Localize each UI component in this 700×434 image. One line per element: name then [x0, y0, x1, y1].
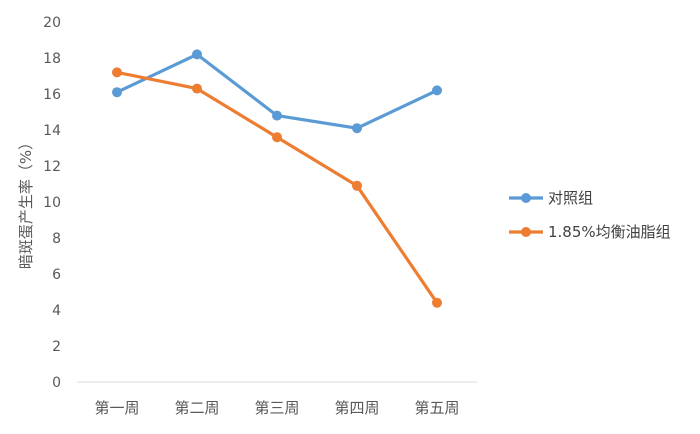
legend-label: 1.85%均衡油脂组 [548, 223, 671, 241]
x-tick-label: 第一周 [94, 399, 139, 417]
x-tick-label: 第四周 [334, 399, 379, 417]
series-line [115, 70, 439, 305]
data-point [192, 49, 202, 60]
y-tick-label: 8 [52, 231, 61, 247]
legend-swatch-marker [521, 193, 531, 203]
data-point [432, 297, 442, 308]
data-point [352, 123, 362, 134]
y-tick-label: 6 [52, 267, 61, 283]
data-point [352, 180, 362, 191]
y-tick-label: 12 [43, 159, 61, 175]
y-tick-label: 14 [43, 123, 61, 139]
data-point [112, 87, 122, 98]
y-tick-label: 10 [43, 195, 61, 211]
x-tick-label: 第三周 [254, 399, 299, 417]
series-layer [112, 49, 442, 308]
data-point [272, 132, 282, 143]
legend: 对照组 1.85%均衡油脂组 [509, 189, 671, 241]
y-tick-label: 4 [52, 303, 61, 319]
y-tick-label: 18 [43, 51, 61, 67]
series-2 [112, 67, 442, 308]
data-point [272, 110, 282, 121]
x-tick-label: 第二周 [174, 399, 219, 417]
data-point [432, 85, 442, 96]
legend-label: 对照组 [548, 189, 593, 207]
series-1 [112, 49, 442, 134]
legend-item: 对照组 [509, 189, 593, 207]
x-tick-label: 第五周 [414, 399, 459, 417]
y-axis-label: 暗斑蛋产生率（%） [17, 135, 35, 269]
data-point [192, 83, 202, 94]
y-tick-label: 2 [52, 339, 61, 355]
legend-swatch-marker [521, 227, 531, 237]
legend-item: 1.85%均衡油脂组 [509, 223, 671, 241]
data-point [112, 67, 122, 78]
y-axis-ticks: 0 2 4 6 8 10 12 14 16 18 20 [43, 15, 61, 391]
x-axis-tick-labels: 第一周 第二周 第三周 第四周 第五周 [94, 399, 459, 417]
y-tick-label: 16 [43, 87, 61, 103]
y-tick-label: 0 [52, 375, 61, 391]
y-tick-label: 20 [43, 15, 61, 31]
